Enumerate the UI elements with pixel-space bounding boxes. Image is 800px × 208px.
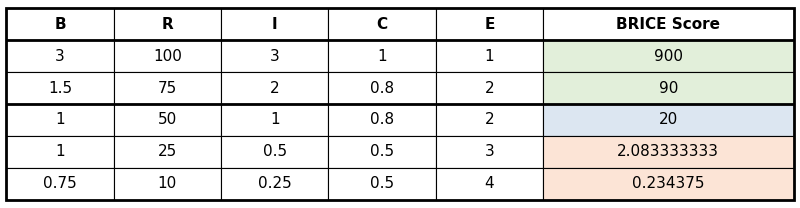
Text: 3: 3 — [270, 49, 280, 64]
Bar — [543, 104, 794, 136]
Text: R: R — [162, 17, 174, 32]
Bar — [6, 72, 114, 104]
Bar — [6, 8, 114, 40]
Bar — [6, 168, 114, 200]
Text: 100: 100 — [153, 49, 182, 64]
Bar — [114, 8, 221, 40]
Text: 20: 20 — [658, 113, 678, 128]
Text: 10: 10 — [158, 176, 177, 191]
Text: 0.5: 0.5 — [370, 176, 394, 191]
Text: 1: 1 — [378, 49, 387, 64]
Text: 90: 90 — [658, 80, 678, 95]
Bar — [329, 136, 436, 168]
Text: 1: 1 — [485, 49, 494, 64]
Text: 2: 2 — [270, 80, 279, 95]
Text: 3: 3 — [485, 144, 494, 159]
Text: 0.8: 0.8 — [370, 80, 394, 95]
Text: 1: 1 — [55, 144, 65, 159]
Bar — [114, 40, 221, 72]
Bar — [543, 40, 794, 72]
Text: 0.5: 0.5 — [370, 144, 394, 159]
Bar — [114, 72, 221, 104]
Bar — [436, 104, 543, 136]
Text: 0.25: 0.25 — [258, 176, 292, 191]
Text: 3: 3 — [55, 49, 65, 64]
Text: 1: 1 — [55, 113, 65, 128]
Bar — [329, 8, 436, 40]
Bar — [436, 40, 543, 72]
Text: 900: 900 — [654, 49, 683, 64]
Text: 25: 25 — [158, 144, 177, 159]
Bar — [114, 104, 221, 136]
Bar — [6, 104, 114, 136]
Bar — [543, 72, 794, 104]
Bar — [221, 40, 329, 72]
Bar — [329, 168, 436, 200]
Bar — [329, 104, 436, 136]
Text: B: B — [54, 17, 66, 32]
Text: 2: 2 — [485, 113, 494, 128]
Bar — [436, 72, 543, 104]
Text: 0.8: 0.8 — [370, 113, 394, 128]
Text: 0.75: 0.75 — [43, 176, 77, 191]
Text: 75: 75 — [158, 80, 177, 95]
Text: 50: 50 — [158, 113, 177, 128]
Text: 2.083333333: 2.083333333 — [618, 144, 719, 159]
Bar — [543, 136, 794, 168]
Text: E: E — [484, 17, 494, 32]
Bar — [221, 168, 329, 200]
Text: 1.5: 1.5 — [48, 80, 72, 95]
Bar — [221, 72, 329, 104]
Text: 4: 4 — [485, 176, 494, 191]
Text: 0.5: 0.5 — [262, 144, 287, 159]
Bar — [436, 168, 543, 200]
Bar — [221, 136, 329, 168]
Bar — [329, 40, 436, 72]
Bar — [6, 136, 114, 168]
Text: C: C — [377, 17, 388, 32]
Text: 0.234375: 0.234375 — [632, 176, 705, 191]
Text: 2: 2 — [485, 80, 494, 95]
Bar — [329, 72, 436, 104]
Text: 1: 1 — [270, 113, 279, 128]
Bar — [114, 168, 221, 200]
Text: I: I — [272, 17, 278, 32]
Bar — [221, 104, 329, 136]
Bar — [436, 8, 543, 40]
Text: BRICE Score: BRICE Score — [616, 17, 720, 32]
Bar — [114, 136, 221, 168]
Bar — [6, 40, 114, 72]
Bar — [221, 8, 329, 40]
Bar — [543, 168, 794, 200]
Bar — [543, 8, 794, 40]
Bar — [436, 136, 543, 168]
